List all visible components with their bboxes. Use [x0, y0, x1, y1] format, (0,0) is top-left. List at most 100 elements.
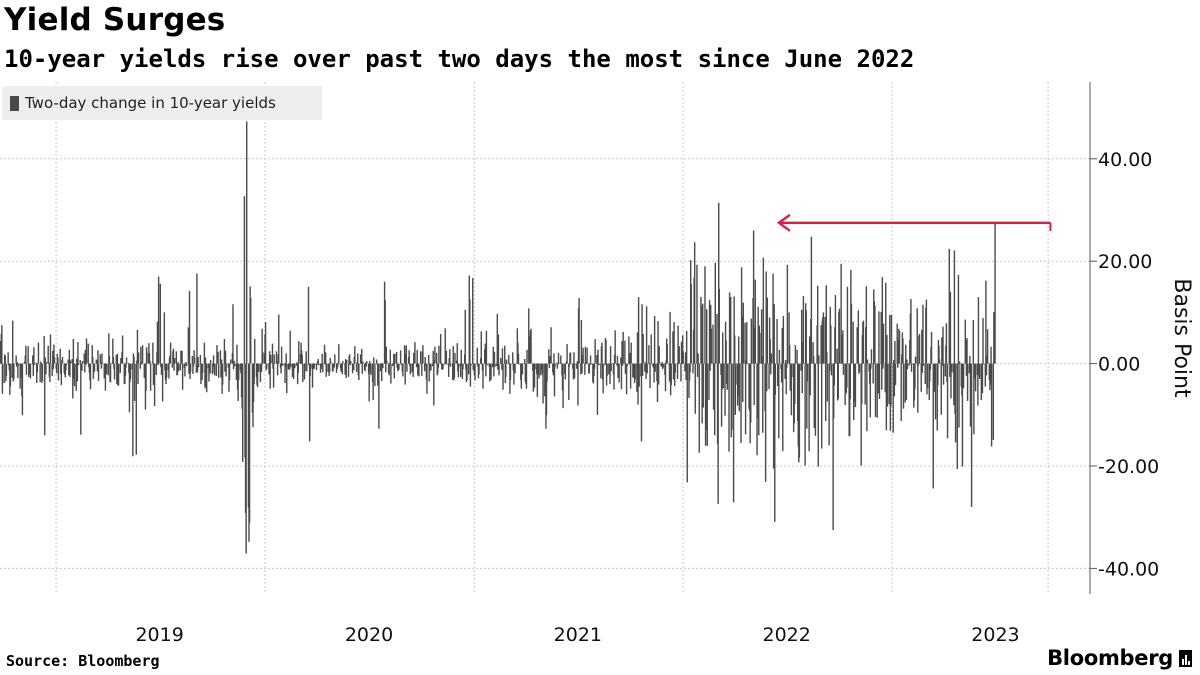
bar — [17, 363, 19, 378]
bar — [305, 351, 307, 364]
bar — [45, 363, 47, 375]
bar — [197, 363, 200, 368]
bar — [476, 347, 478, 364]
bar — [52, 350, 54, 364]
bar — [596, 354, 598, 364]
bar — [673, 363, 676, 387]
bar — [636, 363, 638, 392]
bar — [334, 354, 336, 364]
bar — [980, 363, 983, 400]
bar — [161, 363, 164, 402]
bar — [645, 306, 648, 364]
bar — [893, 360, 895, 364]
bar — [7, 352, 9, 364]
bar — [621, 363, 624, 366]
bar — [390, 363, 392, 384]
bar — [270, 354, 272, 364]
bar — [192, 363, 194, 374]
bar — [423, 363, 426, 372]
bar — [977, 297, 980, 364]
bar — [637, 363, 639, 405]
legend-label: Two-day change in 10-year yields — [25, 94, 276, 112]
bar — [812, 342, 814, 364]
bar — [9, 363, 12, 387]
bar — [489, 363, 491, 382]
bar — [369, 361, 371, 364]
bar — [589, 363, 591, 365]
bar — [700, 305, 703, 364]
bar — [149, 361, 151, 364]
bar — [328, 363, 331, 372]
bar — [57, 357, 59, 364]
bar — [137, 352, 140, 364]
bar — [944, 363, 946, 377]
bar — [908, 363, 910, 366]
bar — [189, 363, 192, 372]
bar — [275, 351, 278, 364]
bar — [228, 363, 231, 380]
bar — [437, 363, 439, 374]
bar — [620, 357, 622, 364]
bar — [921, 329, 923, 364]
x-tick-label: 2019 — [135, 624, 183, 646]
bar — [421, 363, 423, 376]
bar — [163, 312, 166, 364]
bar — [220, 359, 223, 364]
bar — [846, 363, 848, 388]
bar — [36, 363, 39, 373]
bar — [656, 363, 659, 402]
bar — [621, 341, 623, 364]
bar — [117, 363, 120, 386]
bar — [501, 348, 504, 364]
bar — [192, 363, 195, 367]
bar — [139, 363, 141, 369]
bar — [992, 363, 995, 440]
bar — [261, 328, 263, 364]
bar — [629, 352, 631, 364]
bar — [225, 363, 227, 377]
bar — [333, 363, 335, 368]
bar — [740, 267, 743, 364]
bar — [77, 342, 79, 364]
bar — [808, 363, 810, 452]
bar — [721, 363, 723, 390]
bar — [413, 352, 415, 364]
bar — [800, 309, 803, 364]
bar — [177, 363, 180, 372]
bar — [295, 363, 298, 366]
bar — [676, 363, 679, 379]
bar — [562, 363, 564, 409]
bloomberg-terminal-icon — [1179, 649, 1192, 667]
annotation-arrowhead — [776, 213, 791, 232]
bar — [323, 344, 326, 364]
bar — [920, 363, 922, 392]
bar — [322, 363, 324, 373]
bar — [290, 363, 292, 368]
bar — [296, 362, 298, 364]
bar — [989, 363, 992, 385]
bar — [678, 346, 680, 364]
bar — [557, 352, 560, 364]
bar — [585, 363, 588, 365]
bar — [225, 363, 228, 365]
bar — [476, 363, 478, 365]
bar — [175, 351, 178, 364]
bar — [902, 338, 904, 364]
bar — [204, 363, 206, 388]
x-tick-label: 2022 — [762, 624, 810, 646]
bar — [696, 363, 699, 377]
bar — [632, 363, 634, 378]
bar — [385, 346, 388, 364]
bar — [554, 363, 556, 367]
bar — [453, 363, 456, 378]
bar — [542, 363, 544, 404]
bar — [59, 348, 61, 364]
bar — [968, 363, 970, 374]
y-tick-label: 40.00 — [1098, 149, 1152, 171]
bar — [889, 314, 891, 364]
bar — [137, 363, 139, 385]
bar — [918, 333, 921, 364]
bar — [801, 363, 803, 394]
bar — [133, 363, 136, 401]
bar — [365, 362, 367, 364]
